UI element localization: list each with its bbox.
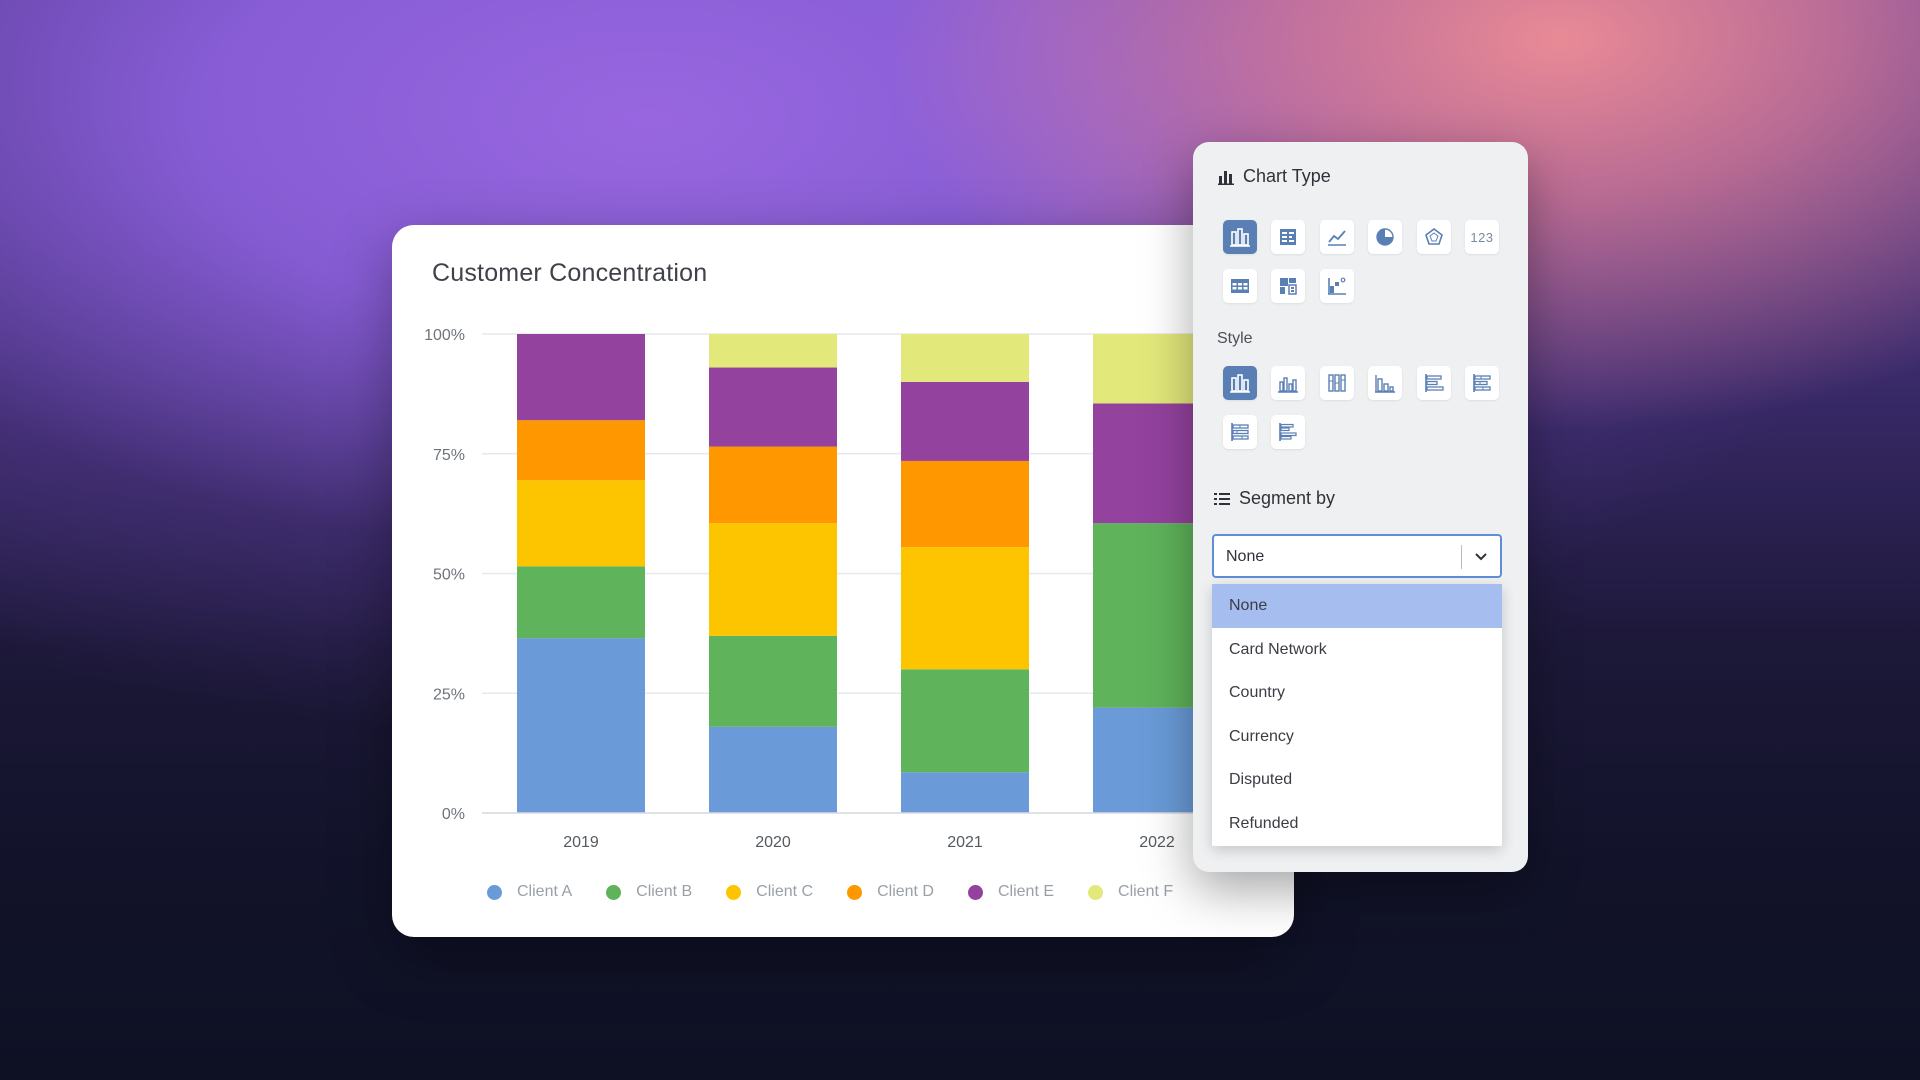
- waterfall-icon[interactable]: [1319, 269, 1354, 303]
- x-tick-label: 2022: [1139, 834, 1175, 851]
- legend-item[interactable]: Client F: [1088, 883, 1173, 901]
- style-grid: [1223, 366, 1499, 449]
- segment-option-none[interactable]: None: [1212, 584, 1502, 628]
- y-tick-label: 50%: [433, 567, 465, 584]
- bar-segment-client-e-2021[interactable]: [901, 381, 1029, 461]
- select-divider: [1461, 545, 1462, 569]
- bar-segment-client-d-2021[interactable]: [901, 460, 1029, 548]
- percent-column-icon[interactable]: [1319, 366, 1354, 400]
- legend-label: Client E: [997, 883, 1055, 900]
- y-tick-label: 100%: [424, 327, 465, 344]
- stacked-bar-icon[interactable]: [1223, 220, 1257, 254]
- segment-option-country[interactable]: Country: [1229, 684, 1286, 702]
- legend-swatch: [847, 884, 863, 900]
- legend-swatch: [606, 884, 622, 900]
- pivot-table-icon[interactable]: [1271, 269, 1306, 303]
- segment-by-header: Segment by: [1213, 488, 1335, 509]
- segment-by-title: Segment by: [1239, 488, 1336, 508]
- bar-segment-client-e-2019[interactable]: [517, 334, 645, 421]
- bar-segment-client-c-2019[interactable]: [517, 480, 645, 567]
- segment-option-card-network[interactable]: Card Network: [1229, 640, 1327, 658]
- bar-segment-client-b-2019[interactable]: [517, 566, 645, 639]
- segment-option-refunded[interactable]: Refunded: [1229, 814, 1299, 832]
- legend-swatch: [726, 884, 742, 900]
- chart-type-grid: 123: [1223, 220, 1499, 303]
- chart-legend: Client A Client B Client C Client D Client E…: [487, 883, 1207, 901]
- legend-item[interactable]: Client B: [606, 883, 692, 901]
- y-tick-label: 25%: [433, 686, 465, 703]
- number-icon[interactable]: 123: [1464, 220, 1499, 254]
- bar-segment-client-a-2019[interactable]: [517, 638, 645, 813]
- segment-option-disputed[interactable]: Disputed: [1229, 771, 1293, 789]
- bar-segment-client-a-2020[interactable]: [709, 726, 837, 813]
- legend-swatch: [487, 884, 502, 900]
- x-tick-label: 2021: [947, 834, 983, 851]
- segment-by-dropdown-menu: None Card Network Country Currency Disputed R…: [1212, 584, 1502, 846]
- legend-label: Client C: [756, 883, 814, 900]
- stacked-horizontal-bar-icon[interactable]: [1464, 366, 1499, 400]
- pie-chart-icon[interactable]: [1368, 220, 1403, 254]
- bar-segment-client-f-2021[interactable]: [901, 334, 1029, 382]
- y-tick-label: 75%: [433, 447, 465, 464]
- x-tick-label: 2019: [563, 834, 599, 851]
- chart-type-title: Chart Type: [1243, 166, 1331, 186]
- chart-title: Customer Concentration: [432, 259, 708, 287]
- chart-card: Customer Concentration 0% 25% 50% 75% 100% 20…: [392, 225, 1294, 937]
- legend-label: Client B: [636, 883, 693, 900]
- y-tick-label: 0%: [442, 806, 465, 823]
- segment-option-currency[interactable]: Currency: [1229, 727, 1294, 745]
- table-chart-icon[interactable]: [1271, 220, 1306, 254]
- legend-label: Client D: [877, 883, 934, 900]
- segment-by-select[interactable]: None: [1212, 534, 1502, 578]
- stacked-bar-chart: 0% 25% 50% 75% 100% 2019 2020 2021 2022: [424, 327, 1272, 851]
- legend-label: Client A: [517, 883, 573, 900]
- bar-segment-client-c-2020[interactable]: [709, 523, 837, 636]
- chart-type-header: Chart Type: [1217, 166, 1331, 187]
- bar-segment-client-b-2020[interactable]: [709, 635, 837, 727]
- horizontal-bar-icon[interactable]: [1416, 366, 1451, 400]
- segment-by-value: None: [1226, 548, 1265, 565]
- x-tick-label: 2020: [755, 834, 791, 851]
- column-icon[interactable]: [1368, 366, 1403, 400]
- radar-chart-icon[interactable]: [1416, 220, 1451, 254]
- legend-item[interactable]: Client E: [967, 883, 1055, 901]
- legend-item[interactable]: Client C: [726, 883, 813, 901]
- grid-table-icon[interactable]: [1223, 269, 1257, 303]
- bar-segment-client-e-2020[interactable]: [709, 367, 837, 447]
- bar-segment-client-b-2021[interactable]: [901, 669, 1029, 773]
- percent-horizontal-bar-icon[interactable]: [1223, 415, 1257, 449]
- line-chart-icon[interactable]: [1319, 220, 1354, 254]
- bar-chart-icon: [1218, 170, 1234, 185]
- style-title: Style: [1217, 330, 1253, 347]
- bar-segment-client-f-2020[interactable]: [709, 334, 837, 368]
- legend-item[interactable]: Client A: [487, 883, 572, 901]
- legend-label: Client F: [1118, 883, 1174, 900]
- legend-swatch: [1088, 884, 1104, 900]
- grouped-horizontal-bar-icon[interactable]: [1271, 415, 1306, 449]
- bar-segment-client-c-2021[interactable]: [901, 547, 1029, 670]
- list-icon: [1214, 492, 1230, 505]
- legend-swatch: [967, 884, 983, 900]
- chart-config-panel: Chart Type 123 Style: [1193, 142, 1528, 872]
- bar-segment-client-a-2021[interactable]: [901, 772, 1029, 813]
- bar-segment-client-d-2020[interactable]: [709, 446, 837, 524]
- stacked-column-icon[interactable]: [1223, 366, 1257, 400]
- grouped-column-icon[interactable]: [1271, 366, 1306, 400]
- chevron-down-icon[interactable]: [1472, 547, 1490, 565]
- bar-segment-client-d-2019[interactable]: [517, 420, 645, 481]
- legend-item[interactable]: Client D: [847, 883, 934, 901]
